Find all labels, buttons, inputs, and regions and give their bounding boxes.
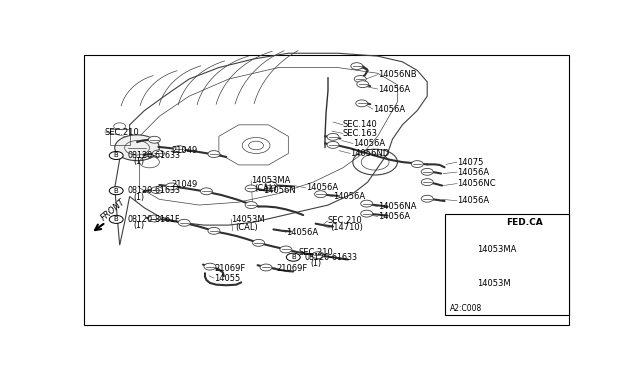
Text: (CAL): (CAL) bbox=[255, 184, 277, 193]
Text: B: B bbox=[291, 254, 296, 260]
Text: 14056A: 14056A bbox=[457, 196, 489, 205]
Text: SEC.163: SEC.163 bbox=[343, 129, 378, 138]
Circle shape bbox=[355, 76, 366, 83]
Circle shape bbox=[152, 150, 164, 157]
Circle shape bbox=[253, 240, 264, 246]
Circle shape bbox=[421, 169, 433, 175]
Text: (14710): (14710) bbox=[330, 224, 364, 232]
Text: 14056NC: 14056NC bbox=[457, 179, 495, 188]
Circle shape bbox=[446, 267, 456, 272]
Text: B: B bbox=[114, 153, 118, 158]
Circle shape bbox=[109, 215, 123, 223]
Circle shape bbox=[148, 136, 161, 143]
Circle shape bbox=[361, 200, 372, 207]
Text: (1): (1) bbox=[133, 193, 144, 202]
Text: 14056N: 14056N bbox=[264, 186, 296, 195]
Circle shape bbox=[208, 227, 220, 234]
Text: 21069F: 21069F bbox=[276, 264, 307, 273]
Text: 21069F: 21069F bbox=[214, 264, 245, 273]
Text: 14056NA: 14056NA bbox=[378, 202, 416, 211]
Text: 08120-8161F: 08120-8161F bbox=[127, 215, 180, 224]
Text: 14056A: 14056A bbox=[286, 228, 318, 237]
Text: 14053MA: 14053MA bbox=[477, 245, 516, 254]
Circle shape bbox=[109, 151, 123, 160]
Text: FED.CA: FED.CA bbox=[507, 218, 543, 227]
Text: 08120-61633: 08120-61633 bbox=[127, 186, 180, 195]
Circle shape bbox=[491, 244, 502, 251]
Text: 14056A: 14056A bbox=[378, 84, 410, 93]
Text: (CAL): (CAL) bbox=[235, 223, 257, 232]
Text: 14053MA: 14053MA bbox=[251, 176, 291, 185]
Text: B: B bbox=[114, 188, 118, 194]
Circle shape bbox=[421, 195, 433, 202]
Circle shape bbox=[148, 215, 161, 222]
Text: 14056A: 14056A bbox=[353, 139, 385, 148]
Circle shape bbox=[178, 219, 190, 226]
Text: 14056A: 14056A bbox=[372, 105, 404, 113]
Circle shape bbox=[151, 187, 163, 193]
Text: A2:C008: A2:C008 bbox=[449, 304, 482, 313]
Text: (1): (1) bbox=[310, 259, 321, 268]
Text: 14056A: 14056A bbox=[378, 212, 410, 221]
Text: 14055: 14055 bbox=[214, 273, 240, 283]
Text: 14056NB: 14056NB bbox=[378, 70, 416, 79]
Circle shape bbox=[491, 268, 502, 275]
Text: 14056ND: 14056ND bbox=[350, 149, 390, 158]
Circle shape bbox=[280, 246, 292, 253]
Circle shape bbox=[208, 151, 220, 157]
Text: (1): (1) bbox=[133, 221, 144, 230]
Circle shape bbox=[115, 135, 159, 161]
Circle shape bbox=[452, 267, 464, 274]
Circle shape bbox=[265, 182, 277, 189]
Text: 14053M: 14053M bbox=[231, 215, 265, 224]
Circle shape bbox=[412, 161, 423, 167]
Circle shape bbox=[327, 134, 339, 140]
Circle shape bbox=[327, 141, 339, 148]
Text: 14056A: 14056A bbox=[457, 168, 489, 177]
Text: SEC.210: SEC.210 bbox=[328, 216, 363, 225]
Text: 14053M: 14053M bbox=[477, 279, 511, 288]
Text: 14056A: 14056A bbox=[306, 183, 338, 192]
Circle shape bbox=[200, 188, 212, 195]
Text: (1): (1) bbox=[133, 157, 144, 166]
Circle shape bbox=[204, 263, 216, 270]
Text: SEC.210: SEC.210 bbox=[105, 128, 140, 137]
Circle shape bbox=[312, 252, 324, 259]
Circle shape bbox=[421, 179, 433, 186]
Circle shape bbox=[173, 146, 185, 153]
Bar bbox=[445, 214, 568, 315]
Circle shape bbox=[109, 187, 123, 195]
Text: 21049: 21049 bbox=[172, 180, 198, 189]
Circle shape bbox=[356, 100, 367, 107]
Text: 14075: 14075 bbox=[457, 158, 483, 167]
Text: 21049: 21049 bbox=[172, 146, 198, 155]
Circle shape bbox=[452, 240, 464, 246]
Text: 08120-61633: 08120-61633 bbox=[127, 151, 180, 160]
Circle shape bbox=[361, 210, 372, 217]
Circle shape bbox=[245, 202, 257, 208]
Circle shape bbox=[315, 191, 326, 198]
Text: 08120-61633: 08120-61633 bbox=[304, 253, 357, 262]
Text: FRONT: FRONT bbox=[99, 198, 127, 223]
Circle shape bbox=[356, 81, 369, 87]
Text: SEC.210: SEC.210 bbox=[298, 248, 333, 257]
Text: B: B bbox=[114, 217, 118, 222]
Circle shape bbox=[260, 264, 272, 271]
Circle shape bbox=[351, 63, 363, 70]
Text: SEC.140: SEC.140 bbox=[343, 121, 378, 129]
Circle shape bbox=[286, 253, 300, 261]
Circle shape bbox=[446, 241, 456, 247]
Bar bbox=[110, 129, 129, 145]
Circle shape bbox=[245, 185, 257, 192]
Circle shape bbox=[166, 183, 178, 190]
Text: 14056A: 14056A bbox=[333, 192, 365, 201]
